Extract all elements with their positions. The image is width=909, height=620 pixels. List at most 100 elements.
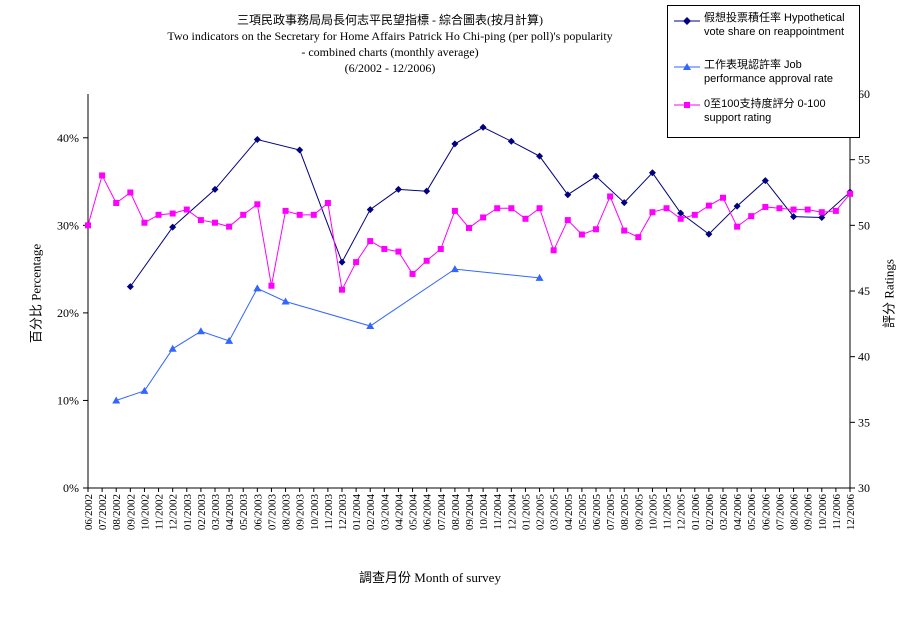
data-point-hypothetical-vote [296, 146, 304, 154]
data-point-support-rating [466, 224, 472, 231]
data-point-support-rating [409, 270, 416, 277]
x-tick-label: 02/2004 [365, 494, 377, 531]
data-point-support-rating [734, 223, 741, 230]
x-tick-label: 12/2002 [168, 494, 180, 530]
data-point-hypothetical-vote [451, 140, 459, 148]
data-point-hypothetical-vote [677, 209, 685, 217]
x-tick-label: 06/2005 [591, 494, 603, 531]
data-point-hypothetical-vote [536, 152, 544, 160]
legend-symbol-support-rating [674, 102, 700, 108]
data-point-support-rating [169, 210, 176, 217]
data-point-support-rating [705, 202, 712, 209]
x-tick-label: 07/2002 [97, 494, 109, 530]
chart-legend: 假想投票積任率 Hypothetical vote share on reapp… [667, 5, 860, 138]
title-line-subtitle: - combined charts (monthly average) [301, 45, 479, 59]
x-tick-label: 07/2006 [774, 494, 786, 531]
data-point-hypothetical-vote [507, 137, 515, 145]
series-line-hypothetical-vote [129, 126, 851, 287]
data-point-support-rating [480, 214, 487, 221]
data-point-support-rating [226, 223, 233, 230]
x-tick-label: 08/2005 [619, 494, 631, 531]
x-tick-label: 04/2005 [563, 494, 575, 531]
data-point-support-rating [691, 211, 698, 218]
data-point-support-rating [508, 205, 515, 212]
data-point-hypothetical-vote [394, 185, 402, 193]
data-point-hypothetical-vote [733, 202, 741, 210]
legend-item-support-rating: 0至100支持度評分 0-100 support rating [704, 98, 826, 124]
x-tick-label: 06/2006 [760, 494, 772, 531]
data-point-hypothetical-vote [564, 191, 572, 199]
x-tick-label: 11/2002 [154, 494, 166, 530]
data-point-support-rating [790, 206, 797, 213]
data-point-support-rating [677, 215, 684, 222]
data-point-support-rating [212, 219, 218, 226]
data-point-support-rating [282, 207, 289, 214]
data-point-support-rating [85, 222, 91, 229]
data-point-support-rating [550, 247, 557, 254]
y-right-tick-label: 55 [858, 153, 870, 167]
data-point-approval-rate [281, 297, 290, 305]
x-tick-label: 06/2002 [83, 494, 95, 530]
data-point-hypothetical-vote [338, 258, 346, 266]
x-tick-label: 02/2005 [535, 494, 547, 531]
x-tick-label: 01/2003 [182, 494, 194, 531]
data-point-support-rating [310, 211, 317, 218]
x-tick-label: 07/2004 [436, 494, 448, 531]
data-point-approval-rate [225, 336, 234, 344]
data-point-support-rating [183, 206, 190, 213]
x-tick-label: 05/2003 [238, 494, 250, 531]
x-tick-label: 07/2003 [266, 494, 278, 531]
data-point-hypothetical-vote [253, 136, 261, 144]
x-tick-label: 08/2003 [281, 494, 293, 531]
data-point-support-rating [818, 209, 825, 216]
y-left-tick-label: 10% [57, 393, 79, 407]
data-point-support-rating [621, 227, 628, 234]
data-point-support-rating [593, 226, 599, 233]
data-point-hypothetical-vote [620, 199, 628, 207]
data-point-approval-rate [450, 265, 459, 273]
legend-item-approval-rate: 工作表現認許率 Job performance approval rate [704, 59, 834, 85]
data-point-hypothetical-vote [818, 213, 826, 221]
x-tick-label: 04/2006 [732, 494, 744, 531]
x-tick-label: 08/2002 [111, 494, 123, 530]
x-tick-label: 12/2004 [506, 494, 518, 531]
data-point-support-rating [296, 211, 303, 218]
x-tick-label: 11/2005 [662, 494, 674, 530]
x-tick-label: 02/2003 [196, 494, 208, 531]
title-line-period: (6/2002 - 12/2006) [344, 61, 436, 75]
data-point-hypothetical-vote [366, 206, 374, 214]
x-tick-label: 05/2005 [577, 494, 589, 531]
x-tick-label: 01/2004 [351, 494, 363, 531]
data-point-hypothetical-vote [761, 177, 769, 185]
x-axis-title: 調查月份 Month of survey [359, 570, 501, 585]
y-right-tick-label: 35 [858, 415, 870, 429]
data-point-support-rating [339, 286, 345, 293]
x-tick-label: 04/2004 [393, 494, 405, 531]
x-tick-label: 10/2005 [647, 494, 659, 531]
x-tick-label: 08/2006 [789, 494, 801, 531]
data-point-support-rating [649, 209, 656, 216]
data-point-support-rating [776, 205, 783, 212]
series-line-support-rating [87, 174, 851, 292]
data-point-support-rating [395, 248, 402, 255]
data-point-support-rating [437, 245, 444, 252]
y-right-tick-label: 40 [858, 350, 870, 364]
legend-symbol-approval-rate [674, 63, 700, 70]
x-tick-label: 09/2002 [125, 494, 137, 530]
x-tick-label: 11/2004 [492, 494, 504, 530]
data-point-support-rating [423, 257, 430, 264]
x-tick-label: 11/2003 [323, 494, 335, 530]
x-tick-label: 03/2006 [718, 494, 730, 531]
data-point-hypothetical-vote [211, 185, 219, 193]
x-tick-label: 12/2005 [676, 494, 688, 531]
title-line-english: Two indicators on the Secretary for Home… [167, 29, 613, 43]
y-left-tick-label: 30% [57, 218, 79, 232]
x-tick-label: 03/2005 [549, 494, 561, 531]
data-point-support-rating [268, 282, 275, 289]
data-point-support-rating [832, 207, 839, 214]
data-point-support-rating [381, 245, 388, 252]
y-right-tick-label: 60 [858, 87, 870, 101]
data-point-support-rating [99, 172, 106, 179]
data-point-approval-rate [535, 273, 544, 281]
